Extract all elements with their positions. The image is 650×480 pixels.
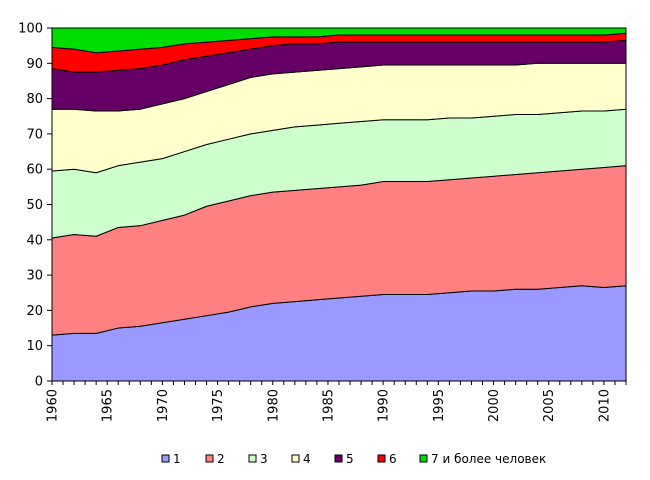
legend-label-6: 6 (389, 452, 397, 466)
series-areas (51, 27, 627, 382)
y-tick-label: 40 (26, 233, 43, 248)
x-tick-label: 1975 (211, 389, 226, 422)
legend-swatch-3 (248, 454, 257, 463)
legend-swatch-7 (419, 454, 428, 463)
legend-label-4: 4 (303, 452, 311, 466)
x-tick-label: 1965 (101, 389, 116, 422)
legend-label-7: 7 и более человек (431, 452, 546, 466)
y-tick-label: 80 (26, 92, 43, 107)
series-area-7 (51, 27, 627, 54)
legend-swatch-1 (161, 454, 170, 463)
x-tick-label: 1960 (46, 389, 61, 422)
legend-label-2: 2 (217, 452, 225, 466)
y-tick-label: 100 (18, 22, 43, 37)
y-tick-label: 60 (26, 163, 43, 178)
legend-label-5: 5 (346, 452, 354, 466)
y-tick-label: 20 (26, 304, 43, 319)
x-tick-label: 2010 (597, 389, 612, 422)
y-tick-label: 50 (26, 198, 43, 213)
legend-label-1: 1 (173, 452, 181, 466)
y-tick-label: 10 (26, 339, 43, 354)
y-tick-label: 0 (35, 375, 43, 390)
y-axis-ticks: 0 10 20 30 40 50 60 70 80 90 100 (18, 22, 52, 390)
x-tick-label: 2005 (542, 389, 557, 422)
x-tick-label: 1985 (321, 389, 336, 422)
legend-swatch-5 (334, 454, 343, 463)
x-tick-label: 1990 (377, 389, 392, 422)
x-axis-ticks: 1960 1965 1970 1975 1980 1985 1990 1995 2000 2005… (46, 381, 627, 422)
y-tick-label: 30 (26, 269, 43, 284)
legend: 1 2 3 4 5 6 7 и более человек (161, 452, 546, 466)
x-tick-label: 1980 (266, 389, 281, 422)
legend-swatch-6 (377, 454, 386, 463)
y-tick-label: 70 (26, 127, 43, 142)
legend-swatch-4 (291, 454, 300, 463)
legend-swatch-2 (205, 454, 214, 463)
x-tick-label: 1995 (432, 389, 447, 422)
legend-label-3: 3 (260, 452, 268, 466)
x-tick-label: 2000 (487, 389, 502, 422)
y-tick-label: 90 (26, 57, 43, 72)
x-tick-label: 1970 (156, 389, 171, 422)
